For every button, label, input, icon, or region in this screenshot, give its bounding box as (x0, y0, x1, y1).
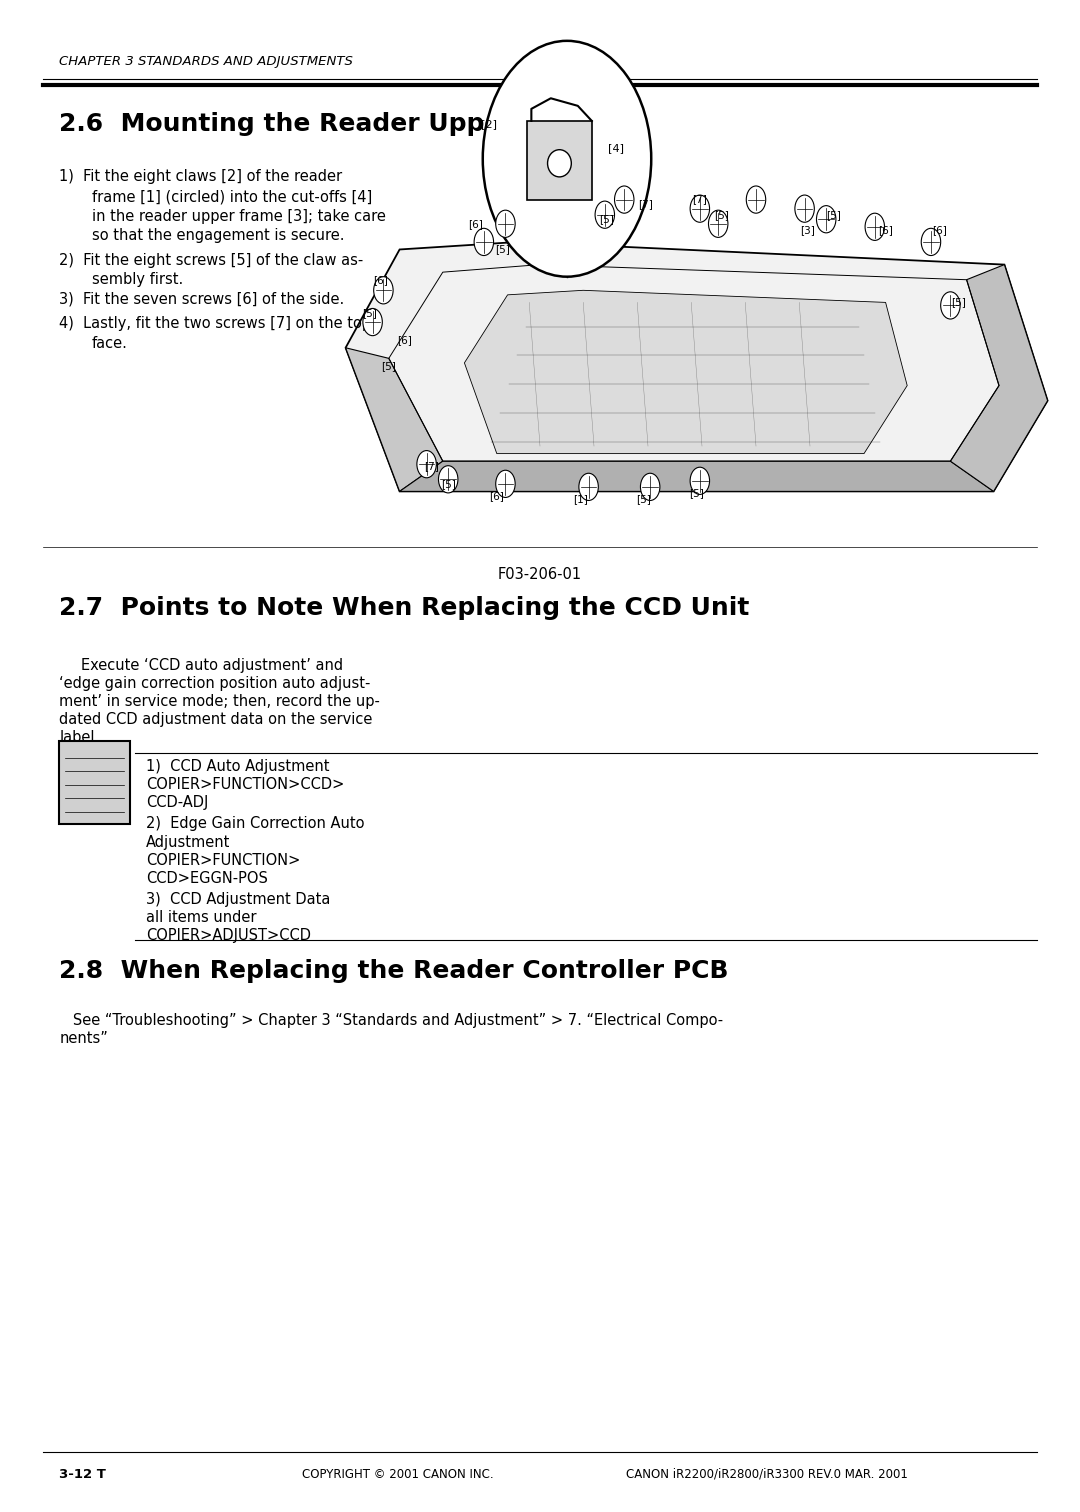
Text: nents”: nents” (59, 1031, 108, 1046)
Text: COPIER>ADJUST>CCD: COPIER>ADJUST>CCD (146, 928, 311, 943)
Text: 2)  Edge Gain Correction Auto: 2) Edge Gain Correction Auto (146, 816, 364, 832)
Text: CCD-ADJ: CCD-ADJ (146, 795, 208, 810)
Text: sembly first.: sembly first. (92, 272, 183, 287)
Circle shape (438, 466, 458, 493)
Text: [5]: [5] (495, 245, 510, 254)
Polygon shape (400, 461, 994, 491)
Circle shape (865, 213, 885, 240)
Text: [3]: [3] (800, 225, 815, 234)
Text: [6]: [6] (397, 336, 413, 345)
Polygon shape (346, 242, 1048, 491)
Text: [5]: [5] (381, 361, 396, 370)
Text: face.: face. (92, 336, 127, 351)
Text: ment’ in service mode; then, record the up-: ment’ in service mode; then, record the … (59, 694, 380, 709)
Text: [4]: [4] (608, 144, 623, 153)
Polygon shape (950, 265, 1048, 491)
Text: dated CCD adjustment data on the service: dated CCD adjustment data on the service (59, 712, 373, 727)
Text: 1)  Fit the eight claws [2] of the reader: 1) Fit the eight claws [2] of the reader (59, 169, 342, 184)
Text: frame [1] (circled) into the cut-offs [4]: frame [1] (circled) into the cut-offs [4… (92, 189, 372, 204)
Text: [5]: [5] (636, 494, 651, 503)
Circle shape (417, 451, 436, 478)
Polygon shape (464, 290, 907, 454)
Text: CANON iR2200/iR2800/iR3300 REV.0 MAR. 2001: CANON iR2200/iR2800/iR3300 REV.0 MAR. 20… (626, 1468, 908, 1480)
Text: 3)  CCD Adjustment Data: 3) CCD Adjustment Data (146, 892, 330, 907)
Circle shape (474, 228, 494, 256)
Text: [5]: [5] (689, 488, 704, 497)
Text: CHAPTER 3 STANDARDS AND ADJUSTMENTS: CHAPTER 3 STANDARDS AND ADJUSTMENTS (59, 54, 353, 68)
Text: [2]: [2] (482, 119, 497, 129)
Bar (59, 741, 130, 824)
Text: all items under: all items under (146, 910, 256, 925)
Text: Adjustment: Adjustment (146, 835, 230, 850)
Text: [5]: [5] (951, 298, 967, 307)
Circle shape (941, 292, 960, 319)
Polygon shape (346, 348, 443, 491)
Text: so that the engagement is secure.: so that the engagement is secure. (92, 228, 345, 243)
Text: [5]: [5] (599, 215, 615, 224)
Circle shape (496, 470, 515, 497)
Circle shape (708, 210, 728, 237)
Text: F03-206-01: F03-206-01 (498, 567, 582, 582)
Circle shape (921, 228, 941, 256)
Text: COPIER>FUNCTION>: COPIER>FUNCTION> (146, 853, 300, 868)
Text: See “Troubleshooting” > Chapter 3 “Standards and Adjustment” > 7. “Electrical Co: See “Troubleshooting” > Chapter 3 “Stand… (59, 1013, 724, 1028)
Text: 2.6  Mounting the Reader Upper Frame: 2.6 Mounting the Reader Upper Frame (59, 112, 611, 136)
Circle shape (640, 473, 660, 500)
Text: CCD>EGGN-POS: CCD>EGGN-POS (146, 871, 268, 886)
Text: COPIER>FUNCTION>CCD>: COPIER>FUNCTION>CCD> (146, 777, 345, 792)
Circle shape (690, 467, 710, 494)
Text: [5]: [5] (362, 308, 377, 318)
Text: 2.8  When Replacing the Reader Controller PCB: 2.8 When Replacing the Reader Controller… (59, 959, 729, 983)
Text: Execute ‘CCD auto adjustment’ and: Execute ‘CCD auto adjustment’ and (81, 658, 343, 673)
Circle shape (615, 186, 634, 213)
Text: [6]: [6] (468, 219, 483, 228)
Text: [6]: [6] (878, 225, 893, 234)
Text: [7]: [7] (692, 195, 707, 204)
Text: [5]: [5] (826, 210, 841, 219)
FancyBboxPatch shape (527, 121, 592, 200)
Circle shape (690, 195, 710, 222)
Text: 1)  CCD Auto Adjustment: 1) CCD Auto Adjustment (146, 759, 329, 774)
Text: ‘edge gain correction position auto adjust-: ‘edge gain correction position auto adju… (59, 676, 370, 691)
Text: 2)  Fit the eight screws [5] of the claw as-: 2) Fit the eight screws [5] of the claw … (59, 253, 364, 268)
Text: [7]: [7] (424, 461, 440, 470)
Text: [5]: [5] (441, 479, 456, 488)
Circle shape (595, 201, 615, 228)
Circle shape (363, 308, 382, 336)
Circle shape (483, 41, 651, 277)
Circle shape (795, 195, 814, 222)
Ellipse shape (548, 150, 571, 177)
Text: [1]: [1] (573, 494, 589, 503)
Circle shape (816, 206, 836, 233)
Circle shape (579, 473, 598, 500)
Text: 3-12 T: 3-12 T (59, 1468, 106, 1480)
Text: in the reader upper frame [3]; take care: in the reader upper frame [3]; take care (92, 209, 386, 224)
Circle shape (496, 210, 515, 237)
Text: 3)  Fit the seven screws [6] of the side.: 3) Fit the seven screws [6] of the side. (59, 292, 345, 307)
Text: [7]: [7] (638, 200, 653, 209)
Text: COPYRIGHT © 2001 CANON INC.: COPYRIGHT © 2001 CANON INC. (302, 1468, 494, 1480)
Text: [6]: [6] (932, 225, 947, 234)
Text: 4)  Lastly, fit the two screws [7] on the top: 4) Lastly, fit the two screws [7] on the… (59, 316, 372, 331)
Text: 2.7  Points to Note When Replacing the CCD Unit: 2.7 Points to Note When Replacing the CC… (59, 596, 750, 620)
Text: [6]: [6] (373, 275, 388, 284)
Text: [6]: [6] (489, 491, 504, 500)
Text: [5]: [5] (714, 210, 729, 219)
Text: label.: label. (59, 730, 99, 745)
Circle shape (374, 277, 393, 304)
Circle shape (746, 186, 766, 213)
